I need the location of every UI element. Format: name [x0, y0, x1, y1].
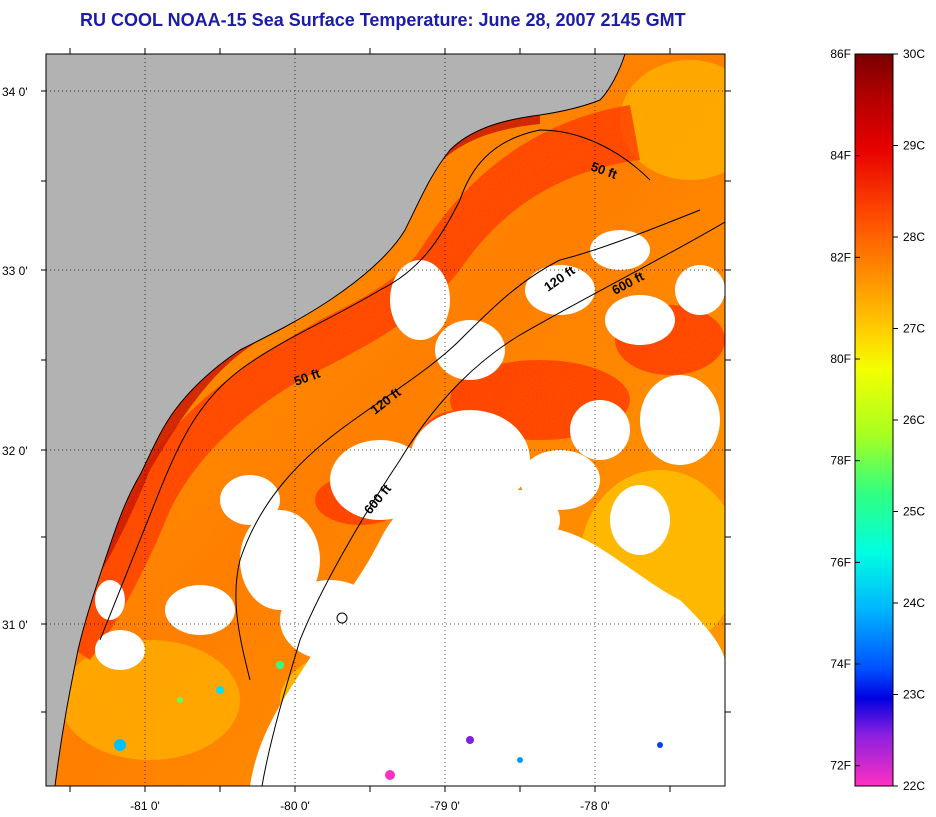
colorbar-celsius-label: 30C [903, 47, 925, 61]
contour-600ft-line [261, 221, 725, 786]
seamount-contour [336, 612, 348, 624]
map-title: RU COOL NOAA-15 Sea Surface Temperature:… [80, 10, 686, 30]
colorbar-celsius-label: 22C [903, 779, 925, 793]
colorbar-celsius-label: 23C [903, 688, 925, 702]
cloud-mask [66, 68, 725, 786]
lat-label-33: 33 0' [2, 264, 28, 278]
lon-label-79: -79 0' [430, 799, 460, 813]
map-area: 50 ft 50 ft 120 ft 120 ft 600 ft 600 ft [46, 54, 725, 786]
colorbar-fahrenheit-label: 76F [830, 555, 851, 569]
lat-label-32: 32 0' [2, 444, 28, 458]
contour-50ft-line [99, 129, 651, 641]
colorbar-celsius-label: 29C [903, 139, 925, 153]
colorbar-celsius-label: 25C [903, 505, 925, 519]
land-mass [46, 54, 625, 786]
lat-label-34: 34 0' [2, 85, 28, 99]
lon-label-78: -78 0' [580, 799, 610, 813]
colorbar: 86F 84F 82F 80F 78F 76F 74F 72F 30C 29C 28C 27C 26C… [830, 47, 925, 793]
colorbar-fahrenheit-label: 86F [830, 47, 851, 61]
contour-120ft-line [235, 209, 701, 681]
colorbar-scale [854, 53, 894, 787]
lon-label-81: -81 0' [130, 799, 160, 813]
map-frame [45, 53, 726, 787]
lat-label-31: 31 0' [2, 618, 28, 632]
colorbar-celsius-label: 27C [903, 322, 925, 336]
colorbar-fahrenheit-label: 74F [830, 657, 851, 671]
coastline [54, 54, 626, 786]
colorbar-fahrenheit-label: 84F [830, 149, 851, 163]
lon-label-80: -80 0' [280, 799, 310, 813]
colorbar-fahrenheit-label: 78F [830, 454, 851, 468]
colorbar-fahrenheit-label: 82F [830, 250, 851, 264]
colorbar-fahrenheit-label: 80F [830, 352, 851, 366]
axis-ticks [41, 48, 731, 792]
colorbar-fahrenheit-label: 72F [830, 759, 851, 773]
cool-specks [114, 661, 663, 780]
colorbar-celsius-label: 26C [903, 413, 925, 427]
colorbar-celsius-label: 28C [903, 230, 925, 244]
colorbar-celsius-label: 24C [903, 596, 925, 610]
